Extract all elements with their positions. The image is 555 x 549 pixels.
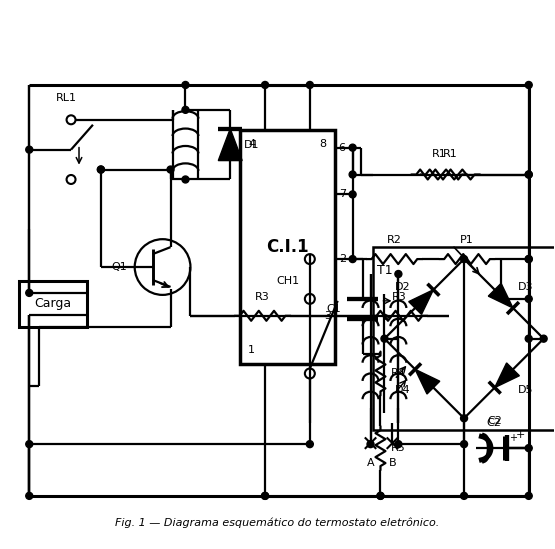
Text: C2: C2 [487,416,502,426]
Text: D4: D4 [395,385,410,395]
Circle shape [349,256,356,262]
Circle shape [167,166,174,173]
Text: R4: R4 [390,368,405,378]
Text: 7: 7 [339,189,346,199]
Circle shape [26,492,33,500]
Text: A: A [367,458,374,468]
Text: C2: C2 [487,418,501,428]
Circle shape [349,144,356,151]
Circle shape [525,256,532,262]
Circle shape [261,492,269,500]
Text: D2: D2 [395,282,410,292]
Circle shape [377,492,384,500]
Circle shape [395,441,402,447]
Text: T1: T1 [377,264,392,277]
Text: R3: R3 [255,292,270,302]
Text: 2: 2 [339,254,346,264]
Text: 4: 4 [248,139,255,149]
Circle shape [26,441,33,447]
Circle shape [525,171,532,178]
Circle shape [306,441,314,447]
Circle shape [525,492,532,500]
Circle shape [182,176,189,183]
Polygon shape [408,290,433,315]
Polygon shape [218,129,242,160]
Circle shape [525,81,532,88]
Text: C1: C1 [326,304,341,314]
Circle shape [461,415,467,422]
Circle shape [367,441,374,447]
Polygon shape [488,283,513,308]
Circle shape [525,335,532,342]
Circle shape [395,271,402,277]
Circle shape [377,492,384,500]
Text: CH1: CH1 [277,276,300,286]
Circle shape [540,335,547,342]
Text: Carga: Carga [34,298,72,310]
Circle shape [525,295,532,302]
Circle shape [98,166,104,173]
Text: R1: R1 [432,149,447,159]
Text: 8: 8 [320,139,327,149]
Polygon shape [415,369,440,394]
Text: D3: D3 [518,282,533,292]
Circle shape [461,256,467,262]
Circle shape [182,81,189,88]
Circle shape [26,146,33,153]
Circle shape [349,191,356,198]
Text: D1: D1 [244,139,260,150]
Bar [19,281,87,327]
Text: R5: R5 [390,443,405,453]
Text: R2: R2 [387,235,402,245]
Polygon shape [495,363,519,388]
Circle shape [98,166,104,173]
Text: +: + [509,433,517,443]
Circle shape [525,171,532,178]
Circle shape [381,335,388,342]
Text: 3: 3 [324,311,331,321]
Text: +: + [516,430,526,440]
Circle shape [26,289,33,296]
Circle shape [349,171,356,178]
Text: RL1: RL1 [56,93,77,103]
Text: 6: 6 [339,143,346,153]
Circle shape [461,492,467,500]
Circle shape [525,256,532,262]
Text: R1: R1 [443,149,457,159]
Text: R3: R3 [392,292,407,302]
Bar [372,247,555,430]
Text: C.I.1: C.I.1 [266,238,309,256]
Text: P1: P1 [460,235,474,245]
Text: 1: 1 [248,345,255,355]
Bar [240,130,335,363]
Text: B: B [388,458,396,468]
Text: Fig. 1 — Diagrama esquemático do termostato eletrônico.: Fig. 1 — Diagrama esquemático do termost… [115,518,440,528]
Circle shape [261,81,269,88]
Circle shape [461,441,467,447]
Circle shape [306,81,314,88]
Circle shape [525,445,532,452]
Text: Q1: Q1 [111,262,127,272]
Text: D5: D5 [518,385,533,395]
Circle shape [182,107,189,113]
Circle shape [261,492,269,500]
